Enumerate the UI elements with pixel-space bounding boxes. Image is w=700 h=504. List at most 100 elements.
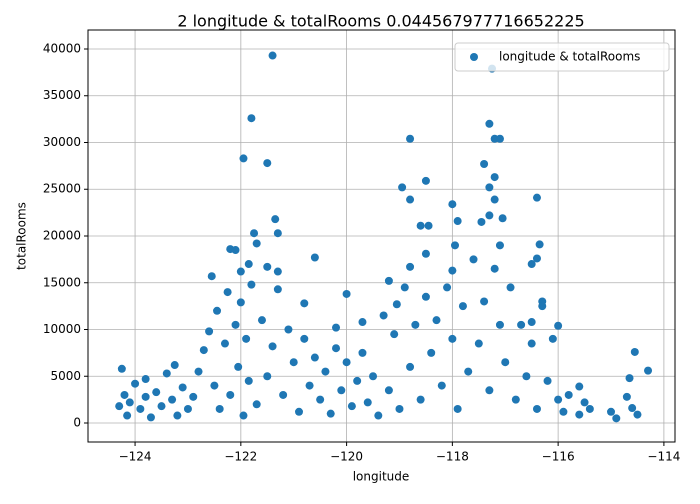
scatter-point [451,241,460,250]
scatter-point [495,134,504,143]
scatter-point [527,318,536,327]
scatter-point [268,51,277,60]
scatter-point [384,276,393,285]
scatter-point [257,316,266,325]
scatter-point [152,388,161,397]
scatter-point [273,267,282,276]
scatter-point [522,372,531,381]
scatter-point [358,318,367,327]
scatter-point [183,404,192,413]
scatter-point [406,134,415,143]
scatter-point [384,386,393,395]
scatter-point [194,367,203,376]
scatter-point [247,114,256,123]
scatter-point [400,283,409,292]
y-tick-label: 40000 [43,41,81,55]
scatter-point [369,372,378,381]
scatter-point [469,255,478,264]
scatter-point [453,217,462,226]
x-tick-label: −116 [542,450,575,464]
scatter-point [585,404,594,413]
scatter-point [485,386,494,395]
scatter-point [310,353,319,362]
scatter-point [443,283,452,292]
scatter-point [416,221,425,230]
scatter-point [527,260,536,269]
legend-box [454,42,670,72]
x-tick-label: −114 [647,450,680,464]
scatter-point [474,339,483,348]
scatter-point [575,410,584,419]
scatter-point [273,285,282,294]
scatter-point [234,362,243,371]
scatter-point [168,395,177,404]
scatter-point [178,383,187,392]
scatter-point [223,288,232,297]
scatter-point [120,390,129,399]
scatter-point [207,272,216,281]
scatter-point [448,334,457,343]
scatter-point [543,376,552,385]
scatter-point [644,366,653,375]
y-tick-label: 5000 [50,369,81,383]
scatter-point [236,298,245,307]
scatter-point [321,367,330,376]
legend-marker [470,53,478,61]
scatter-point [358,348,367,357]
scatter-point [316,395,325,404]
scatter-point [239,154,248,163]
scatter-point [406,262,415,271]
scatter-point [279,390,288,399]
scatter-point [231,246,240,255]
scatter-point [131,379,140,388]
scatter-point [141,375,150,384]
scatter-point [448,200,457,209]
scatter-point [437,381,446,390]
scatter-point [633,410,642,419]
scatter-point [506,283,515,292]
scatter-point [332,344,341,353]
scatter-point [548,334,557,343]
y-tick-label: 0 [73,416,81,430]
y-tick-label: 35000 [43,88,81,102]
scatter-point [390,330,399,339]
scatter-point [189,392,198,401]
scatter-point [532,193,541,202]
scatter-point [538,302,547,311]
scatter-point [231,320,240,329]
scatter-point [498,214,507,223]
scatter-point [295,407,304,416]
chart-title: 2 longitude & totalRooms 0.0445679777166… [177,12,584,31]
scatter-point [607,407,616,416]
scatter-point [250,229,259,238]
marks [115,51,653,423]
scatter-point [464,367,473,376]
scatter-point [495,320,504,329]
scatter-point [239,411,248,420]
scatter-point [517,320,526,329]
scatter-point [117,364,126,373]
scatter-point [263,159,272,168]
scatter-point [199,346,208,355]
scatter-point [242,334,251,343]
scatter-point [559,407,568,416]
scatter-point [580,398,589,407]
scatter-point [625,374,634,383]
y-tick-label: 20000 [43,229,81,243]
scatter-point [353,376,362,385]
scatter-point [485,119,494,128]
scatter-point [146,413,155,422]
scatter-point [432,316,441,325]
scatter-point [332,323,341,332]
scatter-point [411,320,420,329]
scatter-point [395,404,404,413]
scatter-point [480,297,489,306]
x-tick-label: −118 [436,450,469,464]
scatter-point [115,402,124,411]
scatter-point [379,311,388,320]
scatter-point [226,390,235,399]
scatter-point [495,241,504,250]
scatter-point [157,402,166,411]
scatter-point [480,160,489,169]
